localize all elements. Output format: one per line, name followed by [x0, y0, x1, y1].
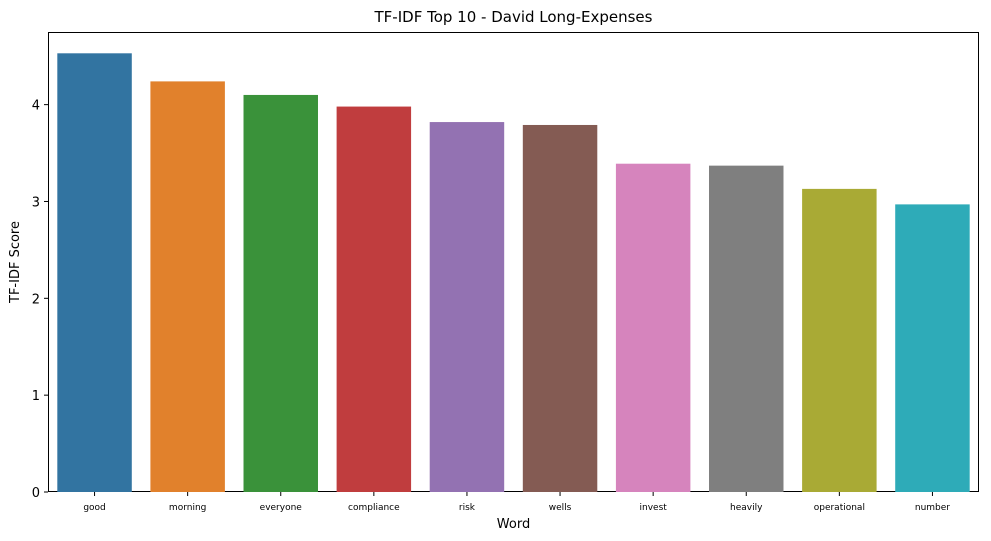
- chart-title: TF-IDF Top 10 - David Long-Expenses: [374, 8, 653, 26]
- y-axis-label: TF-IDF Score: [8, 221, 23, 304]
- bar-morning: [150, 81, 225, 493]
- y-tick-label: 0: [32, 486, 40, 501]
- bar-wells: [522, 124, 598, 493]
- bars-group: [57, 53, 970, 493]
- x-axis-ticks: good morning everyone compliance risk wells in…: [83, 492, 950, 513]
- x-tick-label: heavily: [730, 503, 763, 513]
- bar-number: [895, 204, 970, 492]
- x-tick-label: good: [83, 503, 105, 513]
- y-tick-label: 2: [32, 292, 40, 307]
- bar-invest: [615, 163, 691, 492]
- bar-heavily: [709, 165, 784, 493]
- plot-frame: [48, 32, 979, 492]
- bar-risk: [429, 122, 505, 492]
- x-axis-label: Word: [497, 517, 530, 532]
- bar-good: [57, 53, 132, 492]
- y-tick-label: 1: [32, 389, 40, 404]
- x-tick-label: operational: [814, 503, 865, 513]
- x-tick-label: number: [915, 503, 950, 513]
- x-tick-label: compliance: [348, 503, 400, 513]
- x-tick-label: everyone: [260, 503, 303, 513]
- x-tick-label: invest: [640, 503, 668, 513]
- bar-operational: [802, 188, 877, 492]
- x-tick-label: risk: [459, 503, 476, 513]
- y-tick-label: 4: [32, 99, 40, 114]
- bar-everyone: [243, 94, 318, 493]
- y-axis-ticks: 0 1 2 3 4: [32, 99, 48, 501]
- x-tick-label: morning: [169, 503, 206, 513]
- bar-compliance: [336, 106, 412, 492]
- x-tick-label: wells: [549, 503, 572, 513]
- y-tick-label: 3: [32, 195, 40, 210]
